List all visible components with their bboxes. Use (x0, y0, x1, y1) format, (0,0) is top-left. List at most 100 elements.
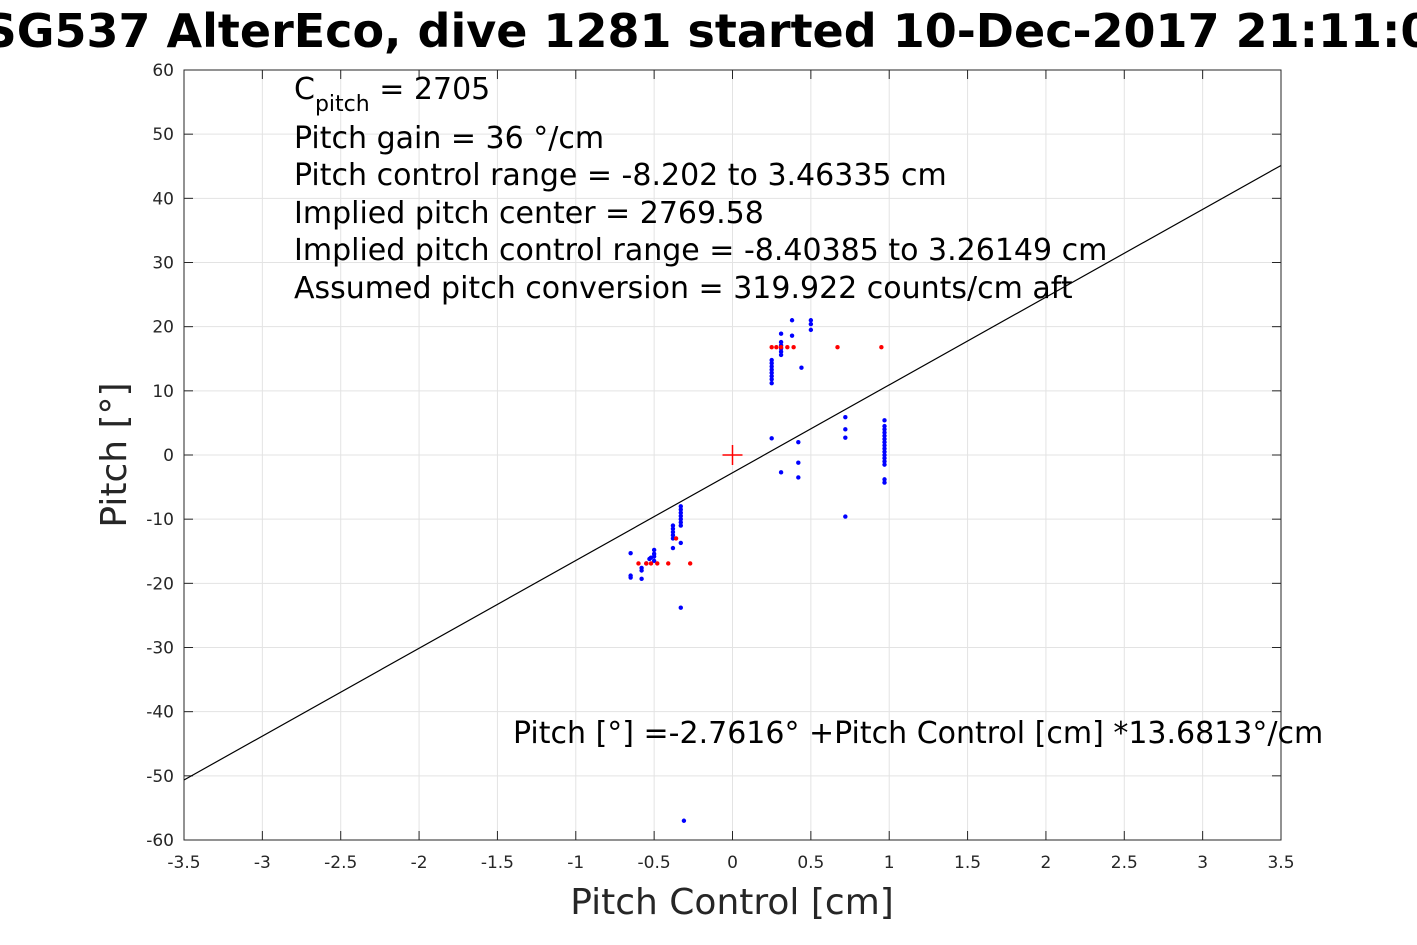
data-point (678, 504, 683, 509)
data-point (796, 439, 801, 445)
fit-line (183, 164, 1282, 781)
data-point (673, 536, 679, 541)
data-point (670, 545, 676, 551)
data-point (778, 352, 784, 358)
annotation-c-pitch: Cpitch = 2705 (294, 72, 490, 117)
annotation-fit-equation: Pitch [°] =-2.7616° +Pitch Control [cm] … (513, 716, 1323, 751)
annotation-implied-center: Implied pitch center = 2769.58 (294, 196, 764, 231)
data-point (843, 435, 848, 440)
annotation-control-range: Pitch control range = -8.202 to 3.46335 … (294, 158, 947, 193)
y-tick-label: 0 (163, 446, 174, 466)
data-point (670, 533, 676, 538)
data-point (785, 345, 790, 350)
x-tick-label: -2.5 (324, 853, 357, 873)
y-tick-label: 10 (152, 382, 174, 402)
x-tick-label: -1.5 (481, 853, 514, 873)
y-tick-label: 30 (152, 254, 174, 274)
data-point (670, 536, 676, 541)
data-point (778, 470, 784, 475)
data-point (670, 523, 676, 528)
data-point (882, 446, 887, 451)
chart-title: SG537 AlterEco, dive 1281 started 10-Dec… (0, 4, 1417, 58)
data-point (882, 436, 887, 442)
data-point (639, 568, 644, 573)
data-point (882, 443, 887, 448)
data-point (769, 361, 774, 366)
data-points (628, 318, 887, 823)
data-point (769, 373, 774, 379)
data-point (639, 576, 644, 582)
x-tick-label: 3.5 (1267, 853, 1294, 873)
data-point (882, 477, 887, 482)
data-point (835, 345, 840, 350)
data-point (651, 547, 657, 553)
data-point (808, 318, 814, 323)
data-point (882, 480, 887, 485)
x-tick-label: 0.5 (797, 853, 824, 873)
grid-lines (183, 69, 1282, 841)
x-tick-label: -1 (567, 853, 584, 873)
data-point (882, 433, 887, 438)
data-point (882, 459, 887, 464)
data-point (628, 575, 633, 580)
data-point (678, 513, 683, 519)
x-tick-label: 3 (1197, 853, 1208, 873)
annotation-c-pitch-main: C (294, 72, 315, 107)
data-point (882, 462, 887, 467)
data-point (678, 605, 683, 610)
data-point (655, 561, 660, 566)
data-point (799, 365, 804, 370)
x-axis-label: Pitch Control [cm] (570, 882, 894, 923)
data-point (808, 327, 814, 333)
data-point (678, 510, 683, 515)
data-point (796, 460, 801, 465)
y-tick-label: -50 (146, 767, 174, 787)
data-point (769, 436, 774, 441)
data-point (882, 456, 887, 461)
data-point (882, 452, 887, 458)
y-tick-label: -60 (146, 831, 174, 851)
fit-line-group (183, 164, 1282, 781)
data-point (882, 439, 887, 445)
data-point (678, 520, 683, 525)
data-point (666, 561, 671, 566)
data-point (644, 561, 649, 566)
annotation-pitch-gain: Pitch gain = 36 °/cm (294, 121, 604, 156)
x-tick-label: -0.5 (638, 853, 671, 873)
data-point (648, 561, 654, 566)
data-point (651, 558, 657, 564)
annotation-conversion: Assumed pitch conversion = 319.922 count… (294, 271, 1073, 306)
pitch-center-marker (722, 445, 743, 465)
data-point (778, 339, 784, 345)
data-point (843, 414, 848, 420)
data-point (778, 331, 784, 336)
data-point (678, 507, 683, 512)
data-point (789, 318, 795, 323)
y-tick-label: 50 (152, 125, 174, 145)
data-point (678, 516, 683, 522)
y-axis-label: Pitch [°] (94, 382, 135, 527)
y-tick-label: -10 (146, 510, 174, 530)
data-point (769, 377, 774, 382)
x-tick-label: 2 (1041, 853, 1052, 873)
data-point (769, 345, 774, 350)
x-tick-label: -2 (411, 853, 428, 873)
data-point (882, 449, 887, 454)
axis-ticks: -3.5 -3 -2.5 -2 -1.5 -1 -0.5 0 0.5 1 1.5 2 2.5 3 3.5 -6… (146, 61, 1294, 873)
annotation-implied-range: Implied pitch control range = -8.40385 t… (294, 233, 1107, 268)
data-point (808, 321, 814, 327)
y-tick-label: -30 (146, 639, 174, 659)
x-tick-label: 2.5 (1111, 853, 1138, 873)
data-point (628, 550, 633, 556)
y-tick-label: -40 (146, 703, 174, 723)
data-point (774, 345, 779, 350)
data-point (636, 561, 641, 566)
x-tick-label: -3 (254, 853, 271, 873)
x-tick-label: -3.5 (167, 853, 200, 873)
data-point (882, 418, 887, 423)
data-point (778, 349, 784, 354)
annotation-c-pitch-subscript: pitch (315, 92, 370, 117)
y-tick-label: 60 (152, 61, 174, 81)
data-point (882, 423, 887, 429)
annotation-c-pitch-value: = 2705 (370, 72, 491, 107)
